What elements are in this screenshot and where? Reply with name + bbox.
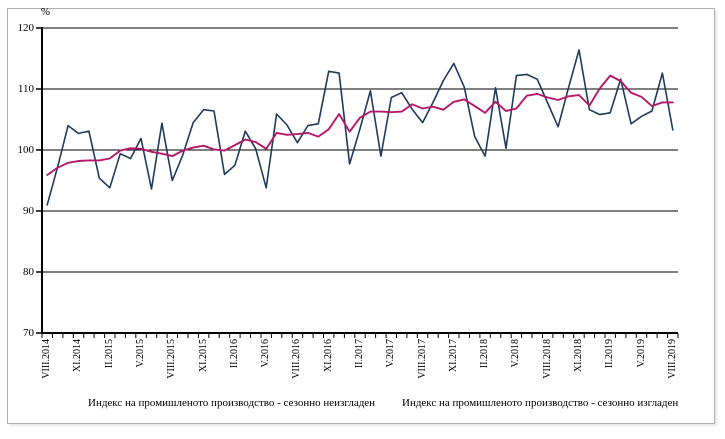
x-axis-label: VIII.2016 xyxy=(291,339,303,379)
y-axis-label: 70 xyxy=(23,326,34,339)
x-axis-label: VIII.2018 xyxy=(541,339,553,379)
legend-item-unadjusted: Индекс на промишленото производство - се… xyxy=(88,397,376,409)
y-axis-label: 90 xyxy=(23,204,34,217)
x-axis-label: VIII.2015 xyxy=(166,339,178,379)
x-axis-label: II.2017 xyxy=(354,339,365,369)
x-axis-label: VIII.2019 xyxy=(666,339,678,379)
x-axis-label: II.2015 xyxy=(103,339,115,369)
x-axis-label: XI.2017 xyxy=(447,339,459,373)
y-axis-label: 80 xyxy=(23,265,34,278)
x-axis-label: XI.2014 xyxy=(72,339,84,373)
x-axis-label: V.2017 xyxy=(385,339,397,368)
legend-item-adjusted: Индекс на промишленото производство - се… xyxy=(402,397,679,409)
x-axis-label: V.2016 xyxy=(260,339,272,368)
x-axis-label: V.2015 xyxy=(135,339,147,368)
x-axis-label: II.2016 xyxy=(228,339,240,369)
y-axis-label: 100 xyxy=(17,143,35,156)
x-axis-label: VIII.2014 xyxy=(41,339,53,379)
x-axis-label: II.2019 xyxy=(604,339,616,369)
y-axis-label: 110 xyxy=(17,82,34,95)
x-axis-label: II.2018 xyxy=(479,339,491,369)
series-line-adjusted xyxy=(46,74,674,176)
x-axis-label: V.2019 xyxy=(635,339,647,368)
x-axis-label: XI.2016 xyxy=(322,339,334,373)
series-line-unadjusted xyxy=(46,49,674,206)
x-axis-label: V.2018 xyxy=(510,339,522,368)
x-axis-label: XI.2018 xyxy=(572,339,584,373)
chart-frame xyxy=(7,8,715,424)
x-axis-label: VIII.2017 xyxy=(416,339,428,379)
x-axis-label: XI.2015 xyxy=(197,339,209,373)
y-axis-unit-label: % xyxy=(40,6,50,18)
y-axis-label: 120 xyxy=(17,21,35,34)
